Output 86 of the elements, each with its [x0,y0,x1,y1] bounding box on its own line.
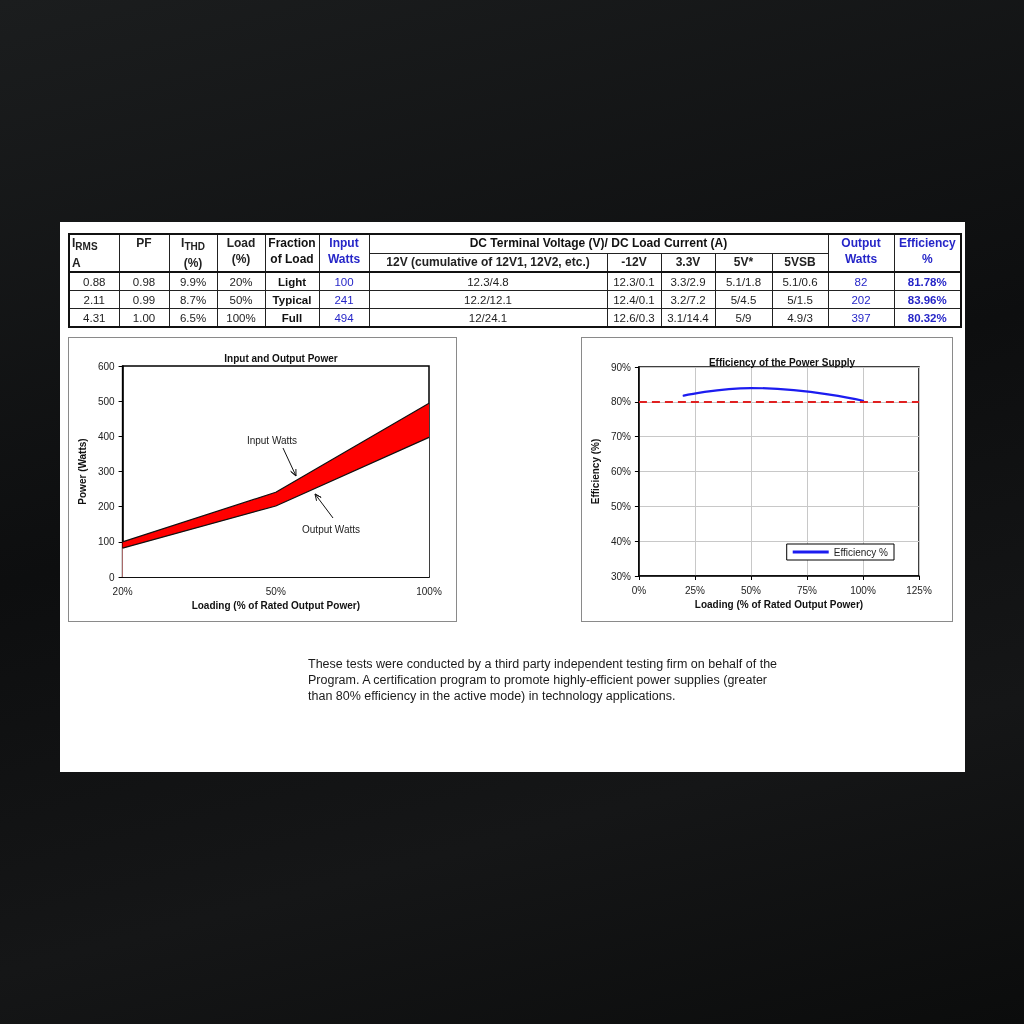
y-tick-label: 100 [97,536,116,548]
text: 100 [334,275,354,288]
text: 81.78% [907,275,947,288]
text: 83.96% [907,293,947,306]
text: 5/1.5 [787,293,813,306]
x-tick-label: 50% [265,585,286,597]
category-label: 12V (cumulative of 12V1, 12V2, etc.) [369,253,607,273]
text: 5/4.5 [730,293,757,306]
category-label: I$_{THD}$ (%) [181,236,205,271]
text: 241 [334,293,354,306]
text: 2.11 [83,293,106,306]
text: 0.88 [83,275,106,288]
text: 12.3/4.8 [467,275,509,288]
text: 0.98 [132,275,156,288]
y-tick-label: 600 [97,360,116,372]
x-tick-label: 75% [796,584,818,596]
y-tick-label: 0 [109,571,116,583]
category-label: 5V* [715,253,772,273]
text: 80.32% [907,311,947,324]
text: Light [277,275,307,288]
text: 5.1/1.8 [725,275,762,288]
text: DC Terminal Voltage (V)/ DC Load Current (A) [369,234,828,254]
text: 50% [229,293,253,306]
y-tick-label: 300 [97,466,116,477]
y-tick-label: 50% [610,500,632,512]
y-tick-label: 400 [97,430,116,442]
text: 4.31 [83,311,106,324]
x-tick-label: 50% [740,584,762,596]
text: 9.9% [179,275,207,288]
category-label: 3.3V [661,253,715,273]
y-tick-label: 70% [610,431,632,443]
text: 12.3/0.1 [613,275,655,288]
category-label: I$_{RMS}$ A [72,235,98,272]
category-label: -12V [607,253,661,273]
text: 12.6/0.3 [613,311,655,324]
chart-title: Efficiency of the Power Supply [708,356,856,368]
x-tick-label: 0% [631,584,647,596]
y-tick-label: 500 [97,395,116,407]
chart-title: Input and Output Power [224,352,338,364]
text: These tests were conducted by a third party independent testing firm on behalf of the Program. A certification program to promote highly-efficient power supplies (greater than 80% efficiency in the active mode) in technology applications. [308,656,779,704]
x-tick-label: 125% [906,584,932,596]
x-tick-label: 100% [850,584,876,596]
text: 3.2/7.2 [670,293,706,306]
text: 82 [854,275,868,288]
text: 5.1/0.6 [782,275,818,288]
legend-label: Output Watts [302,523,360,535]
x-axis-title: Loading (% of Rated Output Power) [191,600,360,612]
text: 0.99 [132,293,156,306]
y-axis-title: Efficiency (%) [589,438,601,505]
y-axis-title: Power (Watts) [76,438,88,505]
category-label: Output Watts [841,236,881,266]
text: 12/24.1 [468,311,508,324]
text: 20% [229,275,253,288]
text: 202 [851,293,871,306]
y-tick-label: 30% [610,570,632,582]
text: 12.2/12.1 [464,293,512,306]
x-tick-label: 25% [684,584,706,596]
legend-label: Efficiency % [833,546,889,558]
category-label: Efficiency % [898,236,956,266]
text: 100% [226,311,256,324]
category-label: PF [136,236,152,250]
category-label: 5VSB [772,253,828,273]
category-label: Load (%) [226,236,256,266]
y-tick-label: 200 [97,501,116,513]
text: 494 [334,311,354,324]
text: 12.4/0.1 [613,293,655,306]
category-label: Fraction of Load [268,236,316,266]
text: 3.3/2.9 [670,275,706,288]
y-tick-label: 90% [610,361,632,373]
text: 1.00 [132,311,156,324]
text: 4.9/3 [787,311,813,324]
text: Full [281,311,303,324]
text: 6.5% [179,311,207,324]
text: 8.7% [179,293,207,306]
y-tick-label: 80% [610,396,632,408]
y-tick-label: 40% [610,535,632,547]
text: 3.1/14.4 [667,311,709,324]
text: 5/9 [735,311,752,324]
x-axis-title: Loading (% of Rated Output Power) [694,599,864,611]
x-tick-label: 100% [416,585,442,597]
x-tick-label: 20% [112,585,133,597]
category-label: Input Watts [327,236,361,266]
y-tick-label: 60% [610,466,632,477]
text: Input Watts [246,434,298,446]
text: Typical [272,293,312,306]
text: 397 [851,311,871,324]
